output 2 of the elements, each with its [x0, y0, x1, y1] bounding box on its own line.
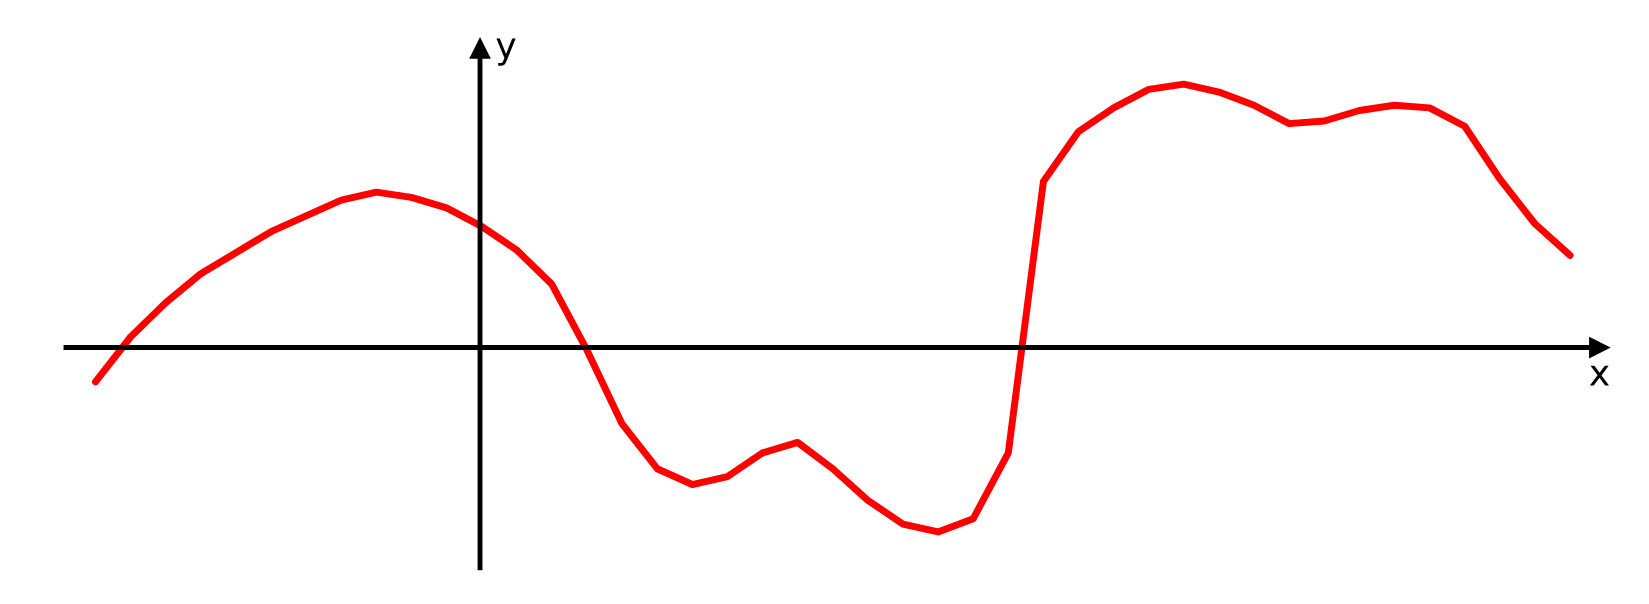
y-axis-title: y [496, 38, 516, 66]
x-axis-title: x [1589, 365, 1610, 386]
